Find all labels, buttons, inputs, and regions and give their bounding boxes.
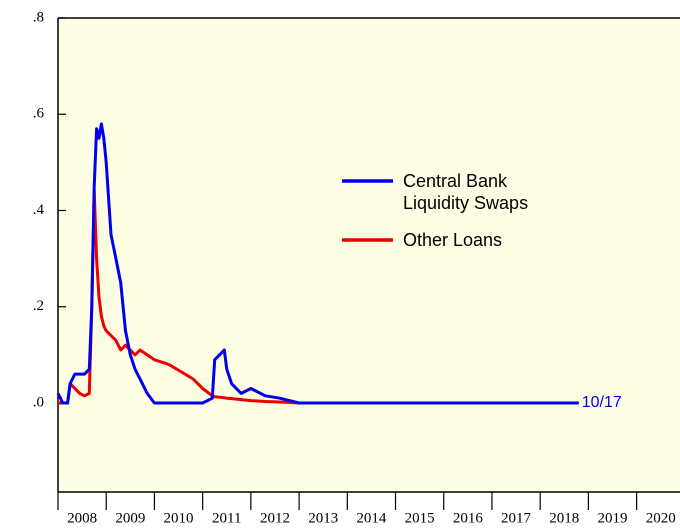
x-tick-label: 2011 bbox=[212, 510, 241, 526]
annotation: 10/17 bbox=[582, 394, 622, 411]
x-tick-label: 2008 bbox=[67, 510, 97, 526]
x-tick-label: 2018 bbox=[549, 510, 579, 526]
plot-background bbox=[58, 18, 680, 492]
y-tick-label: .6 bbox=[33, 106, 45, 122]
x-tick-label: 2012 bbox=[260, 510, 290, 526]
legend-label: Other Loans bbox=[403, 230, 503, 250]
x-tick-label: 2016 bbox=[453, 510, 484, 526]
x-tick-label: 2010 bbox=[164, 510, 194, 526]
x-tick-label: 2019 bbox=[597, 510, 627, 526]
series-line bbox=[58, 189, 579, 405]
y-tick-label: .2 bbox=[33, 298, 44, 314]
x-tick-label: 2015 bbox=[405, 510, 435, 526]
y-tick-label: .4 bbox=[33, 202, 45, 218]
y-tick-label: .8 bbox=[33, 9, 44, 25]
series-line bbox=[56, 122, 579, 405]
x-tick-label: 2020 bbox=[646, 510, 676, 526]
x-tick-label: 2013 bbox=[308, 510, 338, 526]
x-tick-label: 2009 bbox=[115, 510, 145, 526]
x-tick-label: 2014 bbox=[356, 510, 387, 526]
x-tick-label: 2017 bbox=[501, 510, 532, 526]
legend-label: Central Bank Liquidity Swaps bbox=[403, 171, 529, 213]
y-tick-label: .0 bbox=[33, 394, 44, 410]
